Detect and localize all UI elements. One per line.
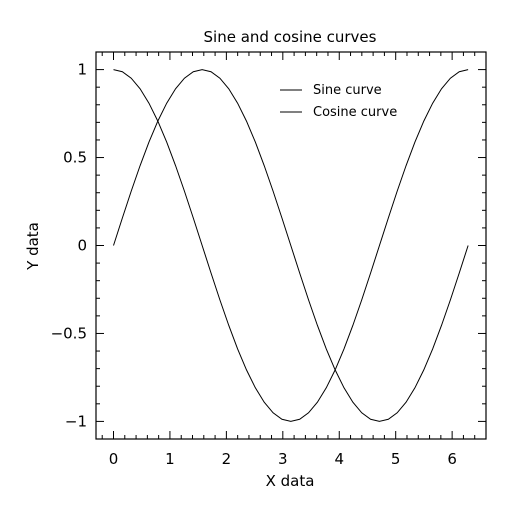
x-tick-label: 4 [334, 450, 344, 468]
x-tick-label: 2 [222, 450, 232, 468]
series-line-1 [113, 69, 469, 422]
chart-title: Sine and cosine curves [204, 28, 377, 46]
legend-label-1: Cosine curve [313, 105, 397, 120]
x-tick-label: 5 [391, 450, 401, 468]
series-line-0 [113, 69, 469, 422]
y-tick-label: −0.5 [51, 324, 87, 342]
x-axis-label: X data [266, 472, 315, 490]
y-tick-label: 1 [77, 61, 87, 79]
y-axis-label: Y data [24, 222, 42, 271]
y-tick-label: −1 [65, 412, 87, 430]
legend: Sine curve Cosine curve [280, 83, 397, 120]
plot-area [113, 69, 469, 422]
x-tick-label: 0 [109, 450, 119, 468]
y-tick-label: 0 [77, 237, 87, 255]
ticks: 0 1 2 3 4 5 6 −1 −0.5 0 0.5 1 [51, 52, 487, 468]
x-tick-label: 6 [447, 450, 457, 468]
x-tick-label: 3 [278, 450, 288, 468]
x-tick-label: 1 [165, 450, 175, 468]
y-tick-label: 0.5 [63, 149, 87, 167]
legend-label-0: Sine curve [313, 83, 382, 98]
